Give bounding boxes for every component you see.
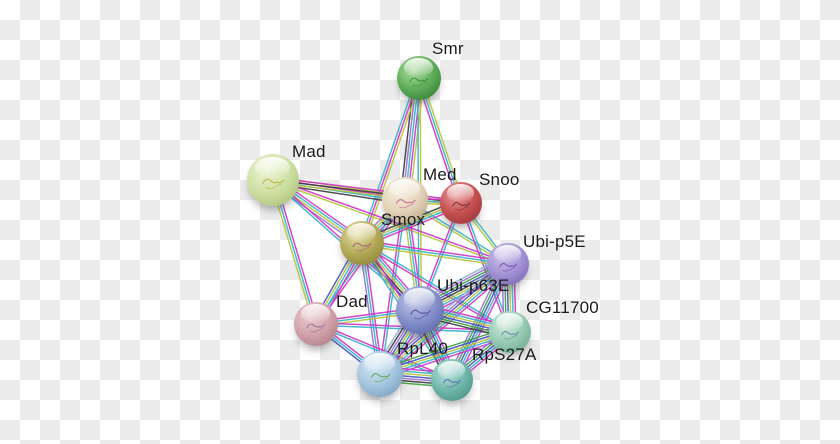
protein-structure-icon — [306, 323, 326, 333]
protein-structure-icon — [501, 331, 520, 340]
node-Med[interactable] — [382, 177, 428, 223]
node-label-Med: Med — [423, 165, 457, 184]
node-Snoo[interactable] — [440, 182, 482, 224]
protein-structure-icon — [452, 202, 471, 211]
node-Smox[interactable] — [340, 221, 384, 265]
node-label-Smox: Smox — [381, 210, 426, 229]
node-CG11700[interactable] — [489, 311, 531, 353]
node-Mad[interactable] — [247, 154, 299, 206]
protein-structure-icon — [352, 242, 372, 252]
protein-structure-icon — [395, 199, 416, 209]
node-label-Smr: Smr — [432, 39, 464, 58]
node-label-RpS27A: RpS27A — [472, 345, 537, 364]
node-Ubi-p5E[interactable] — [487, 243, 529, 285]
node-label-RpL40: RpL40 — [397, 339, 449, 358]
protein-structure-icon — [443, 379, 462, 388]
node-label-Snoo: Snoo — [479, 170, 520, 189]
node-Dad[interactable] — [294, 302, 338, 346]
protein-structure-icon — [499, 263, 518, 272]
node-label-Dad: Dad — [336, 292, 368, 311]
protein-structure-icon — [409, 309, 431, 319]
node-label-Ubi-p5E: Ubi-p5E — [523, 232, 586, 251]
node-label-Ubi-p63E: Ubi-p63E — [437, 276, 510, 295]
edge-Smox-Ubi-p5E — [361, 239, 509, 268]
node-RpL40[interactable] — [357, 351, 403, 397]
node-Ubi-p63E[interactable] — [396, 286, 444, 334]
protein-structure-icon — [370, 373, 391, 383]
protein-structure-icon — [409, 77, 429, 87]
edge-Smr-Smox — [359, 76, 422, 245]
node-label-CG11700: CG11700 — [526, 298, 599, 317]
protein-structure-icon — [262, 179, 285, 190]
node-RpS27A[interactable] — [431, 359, 473, 401]
node-label-Mad: Mad — [292, 142, 326, 161]
node-Smr[interactable] — [397, 56, 441, 100]
